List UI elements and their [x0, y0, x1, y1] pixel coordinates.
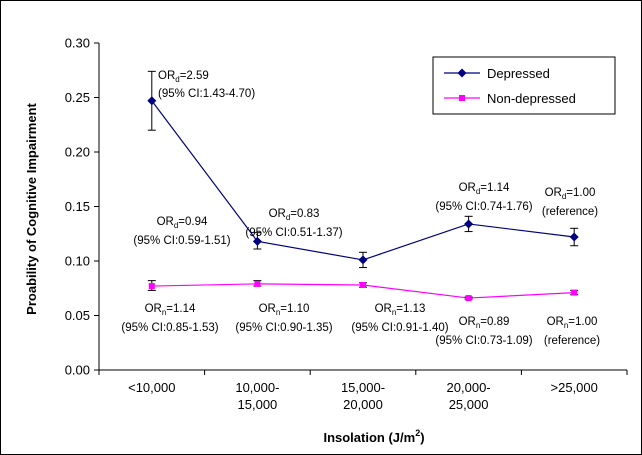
data-point-non-depressed — [148, 283, 155, 290]
y-tick-label: 0.30 — [65, 36, 90, 51]
confidence-interval-label: (95% CI:0.90-1.35) — [235, 322, 332, 334]
y-tick-label: 0.10 — [65, 254, 90, 269]
legend-marker-non-depressed — [459, 95, 465, 101]
data-point-depressed — [358, 255, 368, 265]
confidence-interval-label: (reference) — [544, 335, 600, 347]
legend-label-depressed: Depressed — [487, 66, 550, 81]
odds-ratio-prefix: OR — [547, 316, 564, 328]
y-tick-label: 0.05 — [65, 308, 90, 323]
odds-ratio-subscript: d — [174, 221, 178, 230]
data-point-depressed — [147, 96, 157, 106]
y-tick-label: 0.20 — [65, 145, 90, 160]
data-point-non-depressed — [571, 289, 578, 296]
odds-ratio-subscript: n — [276, 308, 280, 317]
confidence-interval-label: (95% CI:0.59-1.51) — [133, 235, 230, 247]
legend-box — [432, 56, 616, 115]
confidence-interval-label: (95% CI:0.85-1.53) — [121, 322, 218, 334]
legend: Depressed Non-depressed — [432, 56, 616, 115]
x-tick-label: <10,000 — [128, 380, 175, 395]
odds-ratio-prefix: OR — [459, 316, 476, 328]
confidence-interval-label: (95% CI:0.73-1.09) — [435, 335, 532, 347]
data-point-non-depressed — [360, 281, 366, 288]
odds-ratio-label: ORd=1.00 — [545, 187, 596, 201]
odds-ratio-value: =1.14 — [480, 182, 510, 194]
odds-ratio-subscript: n — [476, 321, 480, 330]
x-tick-label: 20,000- — [447, 380, 491, 395]
confidence-interval-label: (95% CI:0.74-1.76) — [435, 201, 532, 213]
data-point-non-depressed — [254, 280, 261, 287]
odds-ratio-value: =1.14 — [166, 303, 196, 315]
odds-ratio-subscript: d — [175, 75, 179, 84]
odds-ratio-value: =1.00 — [568, 316, 597, 328]
x-axis-title-text: Insolation (J/m — [323, 430, 415, 445]
odds-ratio-prefix: OR — [145, 303, 162, 315]
odds-ratio-value: =1.13 — [396, 303, 425, 315]
y-tick-label: 0.25 — [65, 90, 90, 105]
x-axis-title-suffix: ) — [420, 430, 424, 445]
odds-ratio-label: ORn=0.89 — [459, 316, 510, 330]
legend-label-non-depressed: Non-depressed — [487, 91, 576, 106]
data-point-depressed — [569, 232, 579, 242]
y-axis-title: Proability of Cognitive Impairment — [24, 103, 39, 315]
odds-ratio-value: =1.10 — [280, 303, 309, 315]
confidence-interval-label: (95% CI:1.43-4.70) — [158, 88, 255, 100]
odds-ratio-label: ORd=1.14 — [459, 182, 510, 196]
odds-ratio-subscript: n — [392, 308, 396, 317]
data-point-non-depressed — [465, 295, 472, 302]
odds-ratio-label: ORn=1.00 — [547, 316, 598, 330]
x-tick-label: 25,000 — [449, 397, 489, 412]
odds-ratio-label: ORd=0.94 — [157, 216, 208, 230]
confidence-interval-label: (95% CI:0.51-1.37) — [245, 227, 342, 239]
x-tick-label: 15,000- — [341, 380, 385, 395]
legend-marker-depressed — [457, 68, 467, 78]
data-point-depressed — [464, 219, 474, 229]
y-tick-label: 0.00 — [65, 363, 90, 378]
x-tick-label: >25,000 — [551, 380, 598, 395]
x-axis-title-superscript: 2 — [415, 428, 420, 438]
odds-ratio-label: ORn=1.14 — [145, 303, 196, 317]
confidence-interval-label: (95% CI:0.91-1.40) — [351, 322, 448, 334]
data-point-depressed — [252, 236, 262, 246]
y-tick-label: 0.15 — [65, 199, 90, 214]
odds-ratio-prefix: OR — [545, 187, 562, 199]
odds-ratio-value: =2.59 — [180, 70, 209, 82]
odds-ratio-subscript: d — [562, 192, 566, 201]
odds-ratio-subscript: d — [476, 187, 480, 196]
odds-ratio-subscript: d — [286, 213, 290, 222]
odds-ratio-prefix: OR — [375, 303, 392, 315]
x-axis-title: Insolation (J/m2) — [323, 428, 424, 445]
annotations: ORd=2.59(95% CI:1.43-4.70)ORd=0.94(95% C… — [121, 70, 600, 347]
odds-ratio-label: ORn=1.10 — [259, 303, 310, 317]
x-tick-label: 10,000- — [235, 380, 279, 395]
confidence-interval-label: (reference) — [542, 206, 598, 218]
odds-ratio-label: ORn=1.13 — [375, 303, 426, 317]
odds-ratio-prefix: OR — [269, 208, 286, 220]
odds-ratio-prefix: OR — [158, 70, 175, 82]
odds-ratio-prefix: OR — [259, 303, 276, 315]
odds-ratio-value: =0.83 — [290, 208, 319, 220]
odds-ratio-value: =0.89 — [480, 316, 509, 328]
x-tick-label: 15,000 — [238, 397, 278, 412]
odds-ratio-label: ORd=0.83 — [269, 208, 320, 222]
odds-ratio-value: =1.00 — [566, 187, 595, 199]
series-layer — [147, 70, 579, 302]
odds-ratio-subscript: n — [162, 308, 166, 317]
x-tick-label: 20,000 — [343, 397, 383, 412]
y-axis-ticks: 0.00 0.05 0.10 0.15 0.20 0.25 0.30 — [65, 36, 99, 378]
odds-ratio-label: ORd=2.59 — [158, 70, 209, 84]
odds-ratio-subscript: n — [564, 321, 568, 330]
x-axis-ticks: <10,000 10,000- 15,000 15,000- 20,000 20,000-… — [98, 370, 628, 412]
odds-ratio-prefix: OR — [157, 216, 174, 228]
odds-ratio-value: =0.94 — [178, 216, 208, 228]
odds-ratio-prefix: OR — [459, 182, 476, 194]
